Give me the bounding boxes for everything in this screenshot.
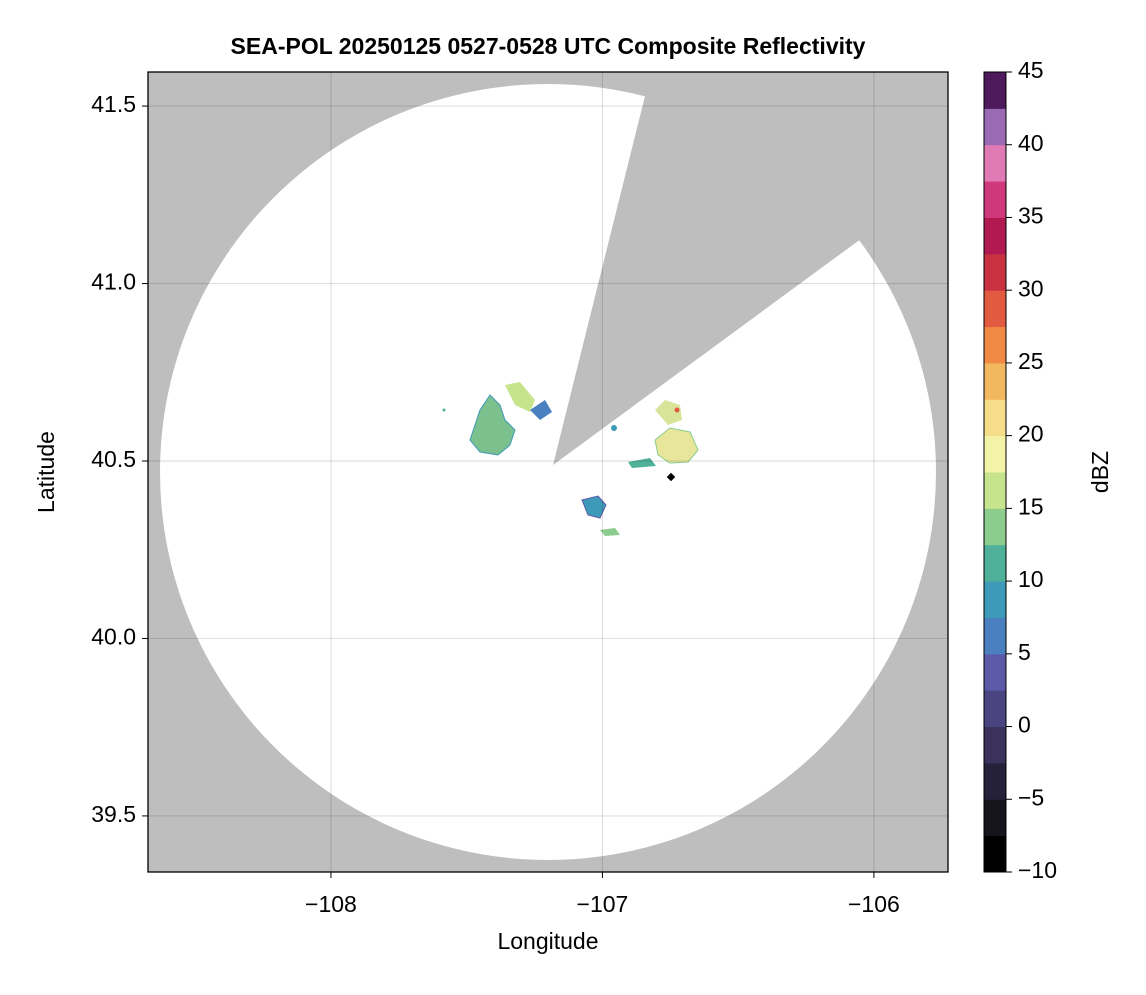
y-tick-label: 40.0 bbox=[91, 624, 136, 650]
colorbar-segment bbox=[984, 144, 1006, 182]
x-tick-label: −108 bbox=[305, 891, 357, 917]
colorbar-tick-label: 40 bbox=[1018, 130, 1044, 156]
colorbar-segment bbox=[984, 290, 1006, 328]
colorbar-tick-label: 20 bbox=[1018, 421, 1044, 447]
radar-site bbox=[666, 472, 676, 482]
colorbar-tick-label: 45 bbox=[1018, 57, 1044, 83]
colorbar-frame bbox=[983, 71, 1007, 873]
echo bbox=[655, 400, 682, 425]
echo bbox=[442, 408, 446, 412]
colorbar-tick-label: 0 bbox=[1018, 712, 1031, 738]
colorbar-segment bbox=[984, 617, 1006, 655]
echo bbox=[469, 394, 516, 456]
colorbar-segment bbox=[984, 181, 1006, 218]
plot-frame bbox=[147, 71, 949, 873]
colorbar-segment bbox=[984, 835, 1006, 873]
colorbar-segment bbox=[984, 326, 1006, 364]
map-area bbox=[148, 72, 948, 872]
x-axis-label: Longitude bbox=[497, 928, 598, 954]
echo bbox=[611, 425, 617, 431]
echo bbox=[530, 400, 552, 420]
x-tick-label: −107 bbox=[577, 891, 629, 917]
echoes bbox=[442, 382, 699, 536]
colorbar-segment bbox=[984, 544, 1006, 582]
colorbar-segment bbox=[984, 399, 1006, 437]
colorbar-segment bbox=[984, 362, 1006, 400]
y-tick-label: 41.5 bbox=[91, 91, 136, 117]
colorbar-tick-label: 10 bbox=[1018, 566, 1044, 592]
y-axis-label: Latitude bbox=[33, 431, 59, 513]
colorbar-label: dBZ bbox=[1087, 451, 1113, 493]
colorbar-segment bbox=[984, 653, 1006, 691]
colorbar-segment bbox=[984, 435, 1006, 473]
colorbar-segment bbox=[984, 508, 1006, 546]
colorbar-segment bbox=[984, 472, 1006, 509]
echo bbox=[654, 427, 699, 464]
colorbar-segment bbox=[984, 799, 1006, 837]
echo bbox=[600, 528, 620, 536]
colorbar-tick-label: 35 bbox=[1018, 203, 1044, 229]
y-tick-label: 40.5 bbox=[91, 446, 136, 472]
colorbar-segment bbox=[984, 108, 1006, 146]
colorbar-tick-label: 15 bbox=[1018, 493, 1044, 519]
colorbar-segment bbox=[984, 581, 1006, 618]
chart-title: SEA-POL 20250125 0527-0528 UTC Composite… bbox=[231, 33, 866, 59]
y-tick-label: 41.0 bbox=[91, 269, 136, 295]
echo bbox=[505, 382, 535, 412]
x-tick-label: −106 bbox=[848, 891, 900, 917]
colorbar-segment bbox=[984, 762, 1006, 800]
colorbar-tick-label: 5 bbox=[1018, 639, 1031, 665]
colorbar-segment bbox=[984, 217, 1006, 255]
echo bbox=[581, 495, 607, 519]
colorbar-segment bbox=[984, 72, 1006, 109]
grid bbox=[148, 72, 948, 872]
colorbar-tick-label: −10 bbox=[1018, 857, 1057, 883]
colorbar-tick-label: −5 bbox=[1018, 784, 1044, 810]
echo bbox=[628, 458, 656, 468]
y-tick-label: 39.5 bbox=[91, 801, 136, 827]
colorbar-segment bbox=[984, 253, 1006, 291]
colorbar-tick-label: 25 bbox=[1018, 348, 1044, 374]
colorbar-segment bbox=[984, 690, 1006, 728]
echo bbox=[674, 407, 680, 413]
colorbar-segment bbox=[984, 726, 1006, 764]
blocked-sector bbox=[553, 72, 948, 465]
colorbar-tick-label: 30 bbox=[1018, 275, 1044, 301]
